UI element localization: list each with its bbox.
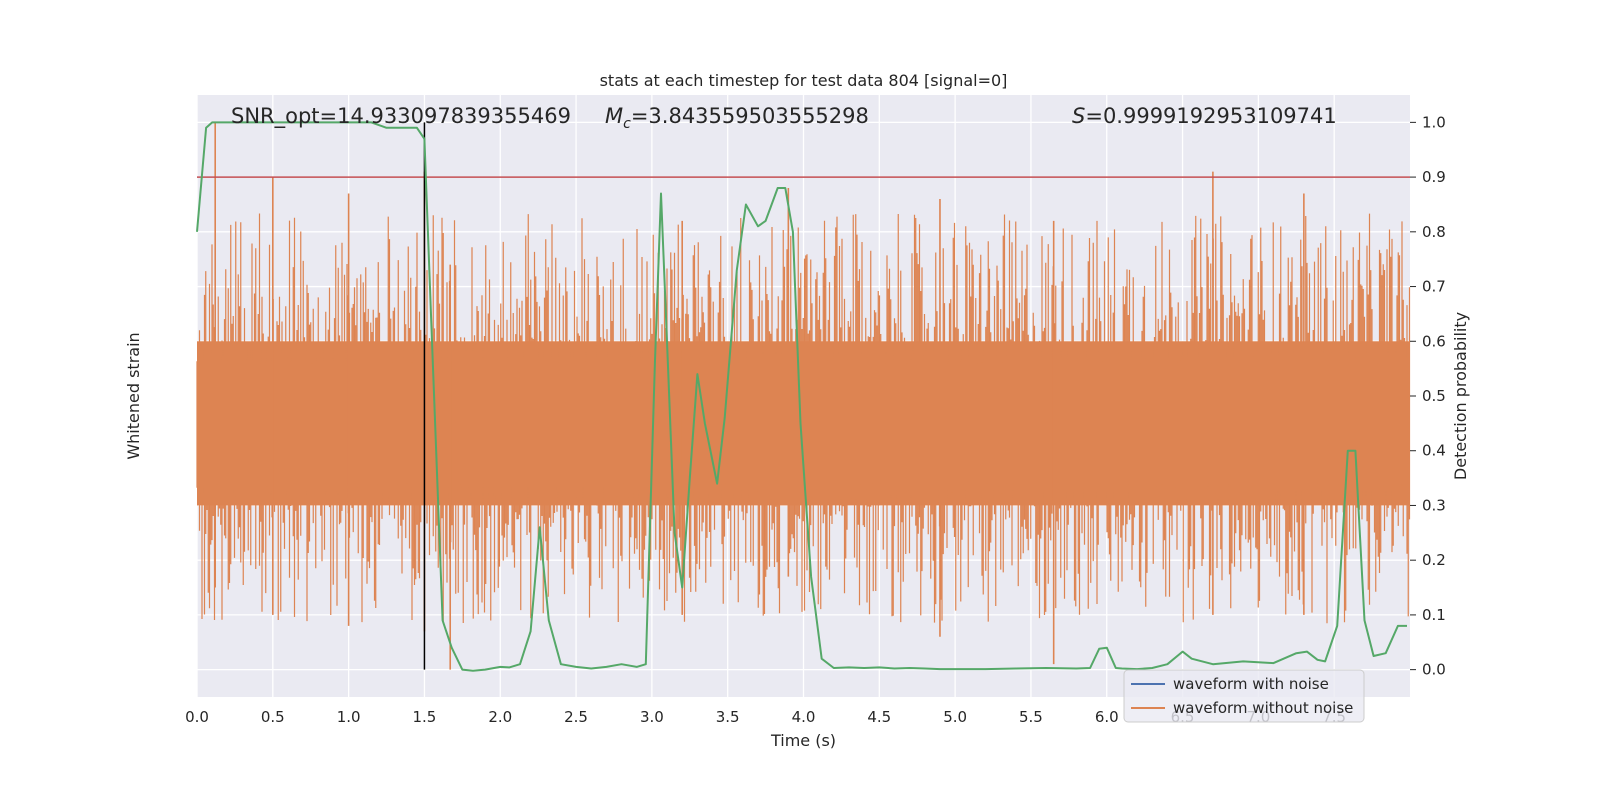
x-tick-label: 3.5 xyxy=(716,708,740,726)
x-axis-label: Time (s) xyxy=(770,731,836,750)
x-tick-label: 5.0 xyxy=(943,708,967,726)
strain-band xyxy=(196,122,1411,670)
mc-symbol: M xyxy=(605,104,623,128)
y-left-axis-label: Whitened strain xyxy=(124,332,143,459)
snr-annotation: SNR_opt=14.933097839355469 xyxy=(231,104,571,129)
y-right-tick-label: 0.9 xyxy=(1422,168,1446,186)
x-tick-label: 2.5 xyxy=(564,708,588,726)
detection-probability-line xyxy=(196,121,1407,672)
strain-noise-path xyxy=(196,213,1411,624)
chirp-mass-annotation: Mc=3.843559503555298 xyxy=(605,104,869,132)
y-right-tick-label: 0.5 xyxy=(1422,387,1446,405)
y-right-tick-label: 0.8 xyxy=(1422,223,1446,241)
y-right-tick-label: 0.0 xyxy=(1422,661,1446,679)
y-right-tick-label: 0.3 xyxy=(1422,496,1446,514)
legend-box xyxy=(1123,669,1365,723)
x-tick-label: 1.0 xyxy=(337,708,361,726)
legend-label-without-noise: waveform without noise xyxy=(1173,699,1353,717)
s-symbol: S xyxy=(1072,104,1085,128)
score-annotation: S=0.9999192953109741 xyxy=(1072,104,1337,128)
s-value: =0.9999192953109741 xyxy=(1085,104,1336,128)
x-tick-label: 6.0 xyxy=(1095,708,1119,726)
chart-title: stats at each timestep for test data 804… xyxy=(600,71,1008,90)
y-right-axis-label: Detection probability xyxy=(1451,312,1470,480)
x-tick-label: 5.5 xyxy=(1019,708,1043,726)
y-right-tick-label: 0.2 xyxy=(1422,551,1446,569)
y-right-tick-label: 0.1 xyxy=(1422,606,1446,624)
mc-value: =3.843559503555298 xyxy=(631,104,869,128)
legend: waveform with noise waveform without noi… xyxy=(1123,669,1365,723)
y-right-tick-label: 0.6 xyxy=(1422,332,1446,350)
x-tick-label: 0.5 xyxy=(261,708,285,726)
x-tick-label: 2.0 xyxy=(488,708,512,726)
y-right-tick-label: 0.7 xyxy=(1422,278,1446,296)
x-tick-label: 4.5 xyxy=(867,708,891,726)
legend-label-with-noise: waveform with noise xyxy=(1173,675,1329,693)
x-tick-label: 0.0 xyxy=(185,708,209,726)
y-right-tick-label: 0.4 xyxy=(1422,442,1446,460)
mc-subscript: c xyxy=(623,116,631,132)
x-tick-label: 4.0 xyxy=(792,708,816,726)
x-tick-label: 3.0 xyxy=(640,708,664,726)
y-right-tick-label: 1.0 xyxy=(1422,113,1446,131)
x-tick-label: 1.5 xyxy=(413,708,437,726)
y-right-axis-ticks: 0.0 0.1 0.2 0.3 0.4 0.5 0.6 0.7 0.8 0.9 1.0 xyxy=(1410,113,1446,679)
